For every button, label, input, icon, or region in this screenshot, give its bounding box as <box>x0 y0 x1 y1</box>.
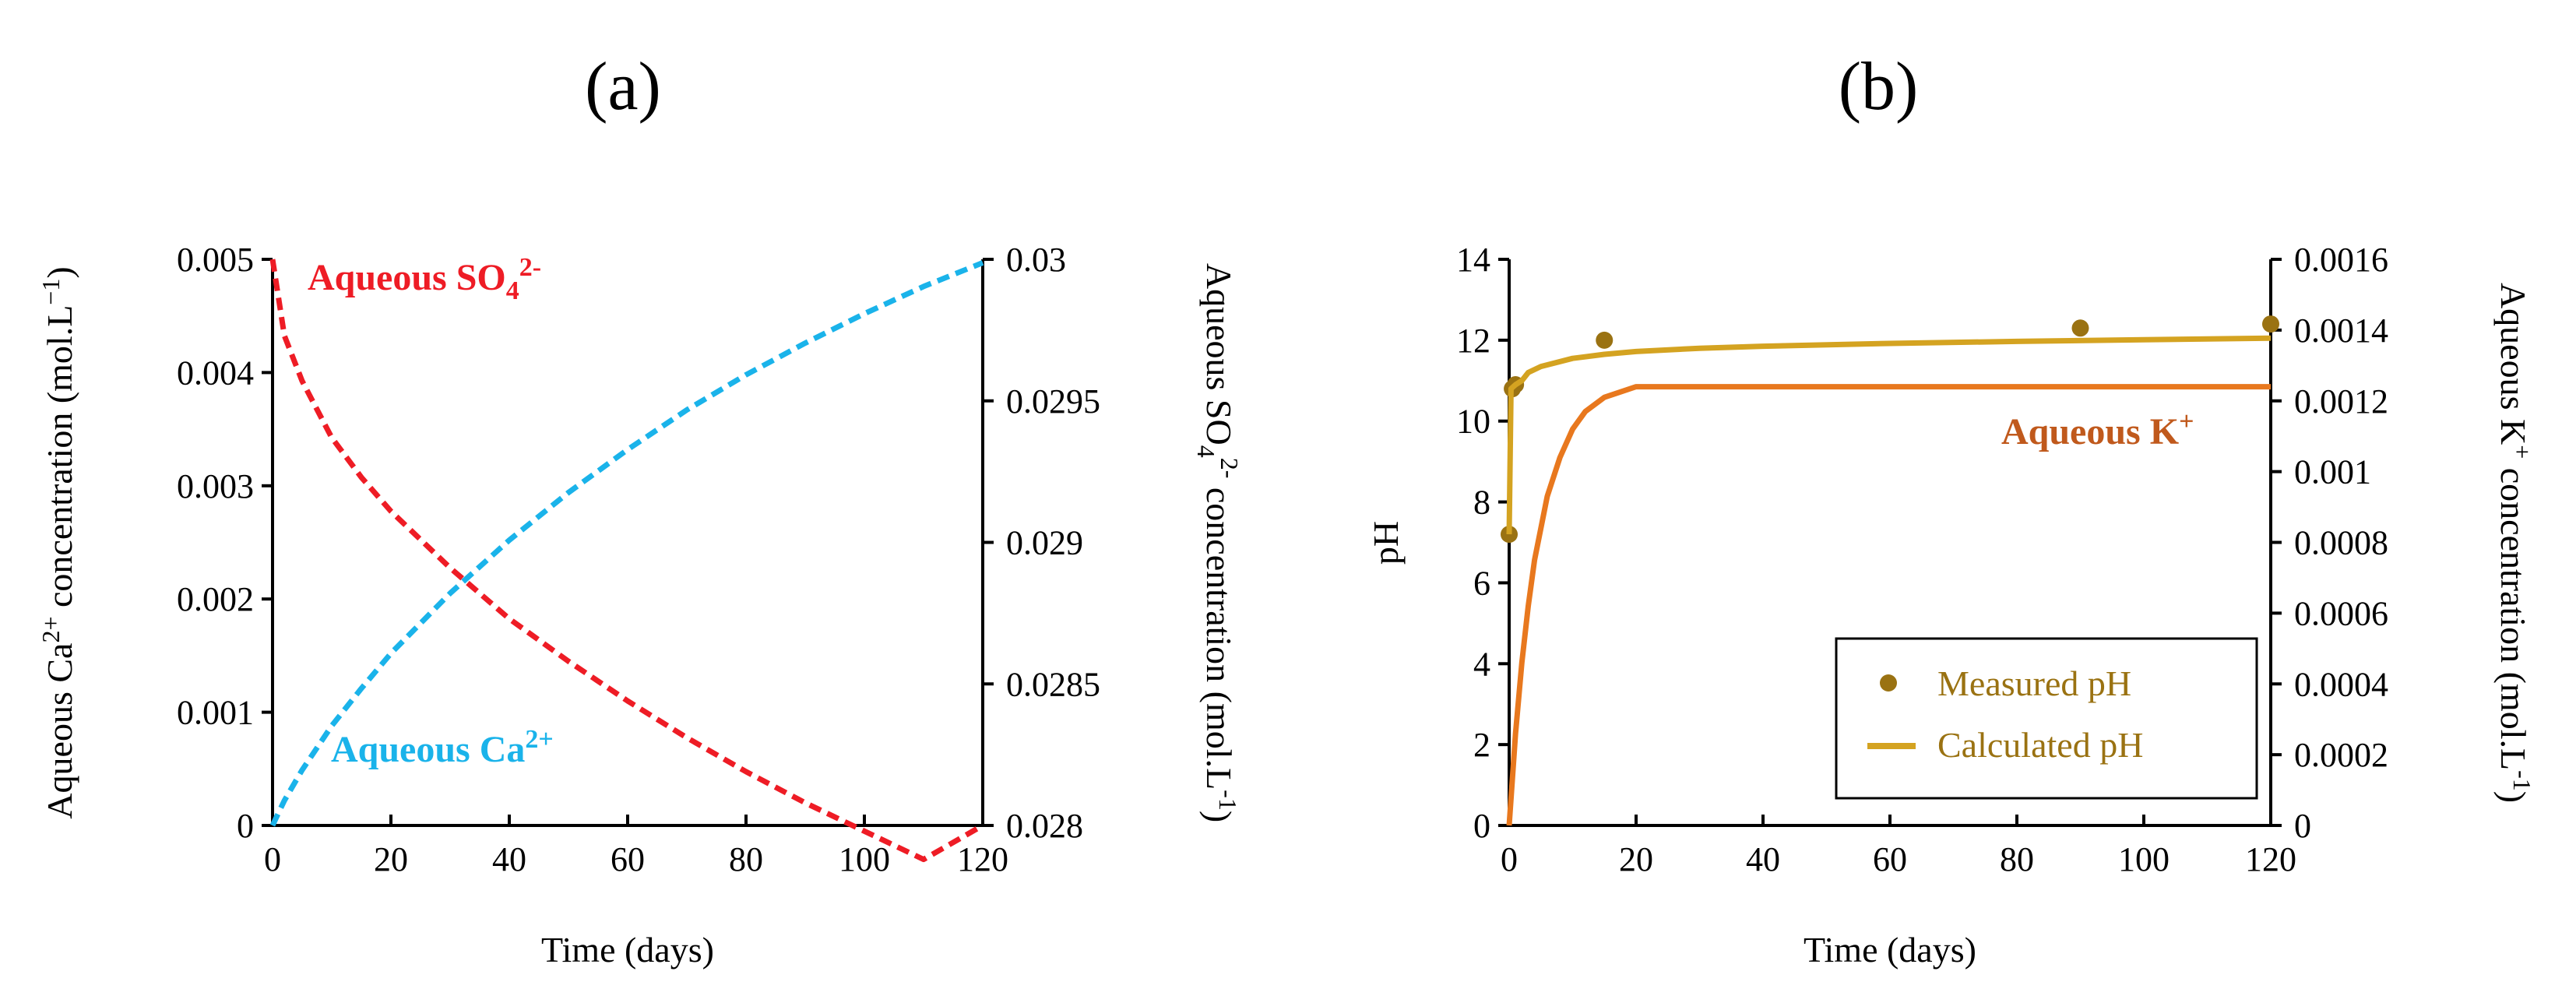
panel-b-x-tick-label: 40 <box>1746 840 1780 878</box>
panel-b-series-label-k: Aqueous K+ <box>2001 407 2194 452</box>
panel-b-line-aqueous-k <box>1506 384 2271 826</box>
panel-a-y2-tick-label: 0.029 <box>1006 524 1083 562</box>
panel-a-y2-tick-label: 0.03 <box>1006 241 1066 279</box>
panel-b-series <box>1501 315 2279 826</box>
panel-a-ticks: 0 20 40 60 80 100 120 0 0.001 0.002 0.003 0.004 0.00… <box>177 241 1100 878</box>
panel-a-y-axis-title: Aqueous Ca2+ concentration (mol.L−1) <box>37 266 79 818</box>
panel-b-y2-tick-label: 0 <box>2294 807 2311 845</box>
panel-a-y-tick-label: 0.005 <box>177 241 254 279</box>
panel-a-line-aqueous-so42 <box>269 259 984 863</box>
panel-b-legend: Measured pH Calculated pH <box>1835 637 2258 800</box>
panel-b-line-calculated-ph <box>1506 335 2272 535</box>
panel-b-x-axis-title: Time (days) <box>1804 930 1976 970</box>
panel-a-label: (a) <box>585 49 661 125</box>
panel-b-x-tick-label: 80 <box>2000 840 2034 878</box>
panel-a-y2-tick-label: 0.0285 <box>1006 665 1100 703</box>
panel-b-y-tick-label: 12 <box>1456 322 1490 360</box>
panel-b-x-tick-label: 100 <box>2118 840 2170 878</box>
panel-b-y2-axis-title: Aqueous K+ concentration (mol.L-1) <box>2493 283 2536 803</box>
panel-b-y-tick-label: 4 <box>1473 645 1490 683</box>
panel-b-y-tick-label: 8 <box>1473 484 1490 522</box>
panel-a-x-tick-label: 40 <box>492 840 526 878</box>
panel-a-y-tick-label: 0 <box>237 807 254 845</box>
legend-label-calculated-ph: Calculated pH <box>1937 725 2143 765</box>
panel-a-series-label-ca: Aqueous Ca2+ <box>331 725 554 770</box>
panel-a-x-axis-title: Time (days) <box>541 930 714 970</box>
panel-b-x-tick-label: 120 <box>2245 840 2296 878</box>
panel-a-y2-axis-title: Aqueous SO42- concentration (mol.L-1) <box>1192 263 1244 822</box>
panel-a-x-tick-label: 80 <box>729 840 763 878</box>
panel-a-x-tick-label: 100 <box>839 840 890 878</box>
panel-b: (b) 0 20 40 60 80 100 1200246810121400.00020.0… <box>1366 49 2536 970</box>
panel-b-point-measured-ph <box>2071 319 2089 337</box>
panel-b-y2-tick-label: 0.0006 <box>2294 594 2388 632</box>
panel-a-x-tick-label: 20 <box>374 840 408 878</box>
panel-b-x-tick-label: 0 <box>1501 840 1518 878</box>
panel-a-x-tick-label: 60 <box>611 840 645 878</box>
legend-label-measured-ph: Measured pH <box>1937 663 2131 703</box>
panel-b-y-tick-label: 10 <box>1456 403 1490 441</box>
panel-b-y2-tick-label: 0.0014 <box>2294 311 2388 350</box>
panel-b-point-measured-ph <box>1501 526 1518 544</box>
panel-b-label: (b) <box>1839 49 1919 125</box>
panel-b-point-measured-ph <box>1596 331 1614 349</box>
panel-b-y-tick-label: 0 <box>1473 807 1490 845</box>
panel-b-x-tick-label: 60 <box>1873 840 1907 878</box>
panel-a-x-tick-label: 120 <box>957 840 1008 878</box>
panel-a-y-tick-label: 0.004 <box>177 354 254 392</box>
panel-a-x-tick-label: 0 <box>264 840 281 878</box>
panel-a-series <box>269 259 984 863</box>
panel-b-y2-tick-label: 0.0016 <box>2294 241 2388 279</box>
panel-b-y2-tick-label: 0.0008 <box>2294 524 2388 562</box>
panel-a-y2-tick-label: 0.0295 <box>1006 382 1100 421</box>
panel-b-y2-tick-label: 0.001 <box>2294 453 2371 491</box>
panel-a-y-tick-label: 0.002 <box>177 580 254 618</box>
legend-marker-measured-ph <box>1880 674 1897 692</box>
panel-a-series-label-so4: Aqueous SO42- <box>308 253 541 305</box>
panel-b-y-tick-label: 14 <box>1456 241 1490 279</box>
panel-b-x-tick-label: 20 <box>1619 840 1653 878</box>
panel-b-y2-tick-label: 0.0012 <box>2294 382 2388 421</box>
panel-a-y2-tick-label: 0.028 <box>1006 807 1083 845</box>
panel-b-ticks: 0 20 40 60 80 100 1200246810121400.00020.00040… <box>1456 241 2388 878</box>
panel-b-y-tick-label: 6 <box>1473 564 1490 602</box>
panel-a-y-tick-label: 0.001 <box>177 694 254 732</box>
panel-a-line-aqueous-ca2 <box>269 260 984 827</box>
panel-a: (a) 0 20 40 60 80 100 120 0 0.001 0.002 0.003 0.004… <box>37 49 1244 970</box>
panel-b-y-axis-title: pH <box>1366 521 1406 565</box>
legend-box <box>1835 637 2258 800</box>
panel-b-point-measured-ph <box>2262 315 2279 333</box>
panel-b-y-tick-label: 2 <box>1473 726 1490 764</box>
panel-b-y2-tick-label: 0.0002 <box>2294 736 2388 774</box>
panel-a-y-tick-label: 0.003 <box>177 467 254 505</box>
panel-b-y2-tick-label: 0.0004 <box>2294 665 2388 703</box>
